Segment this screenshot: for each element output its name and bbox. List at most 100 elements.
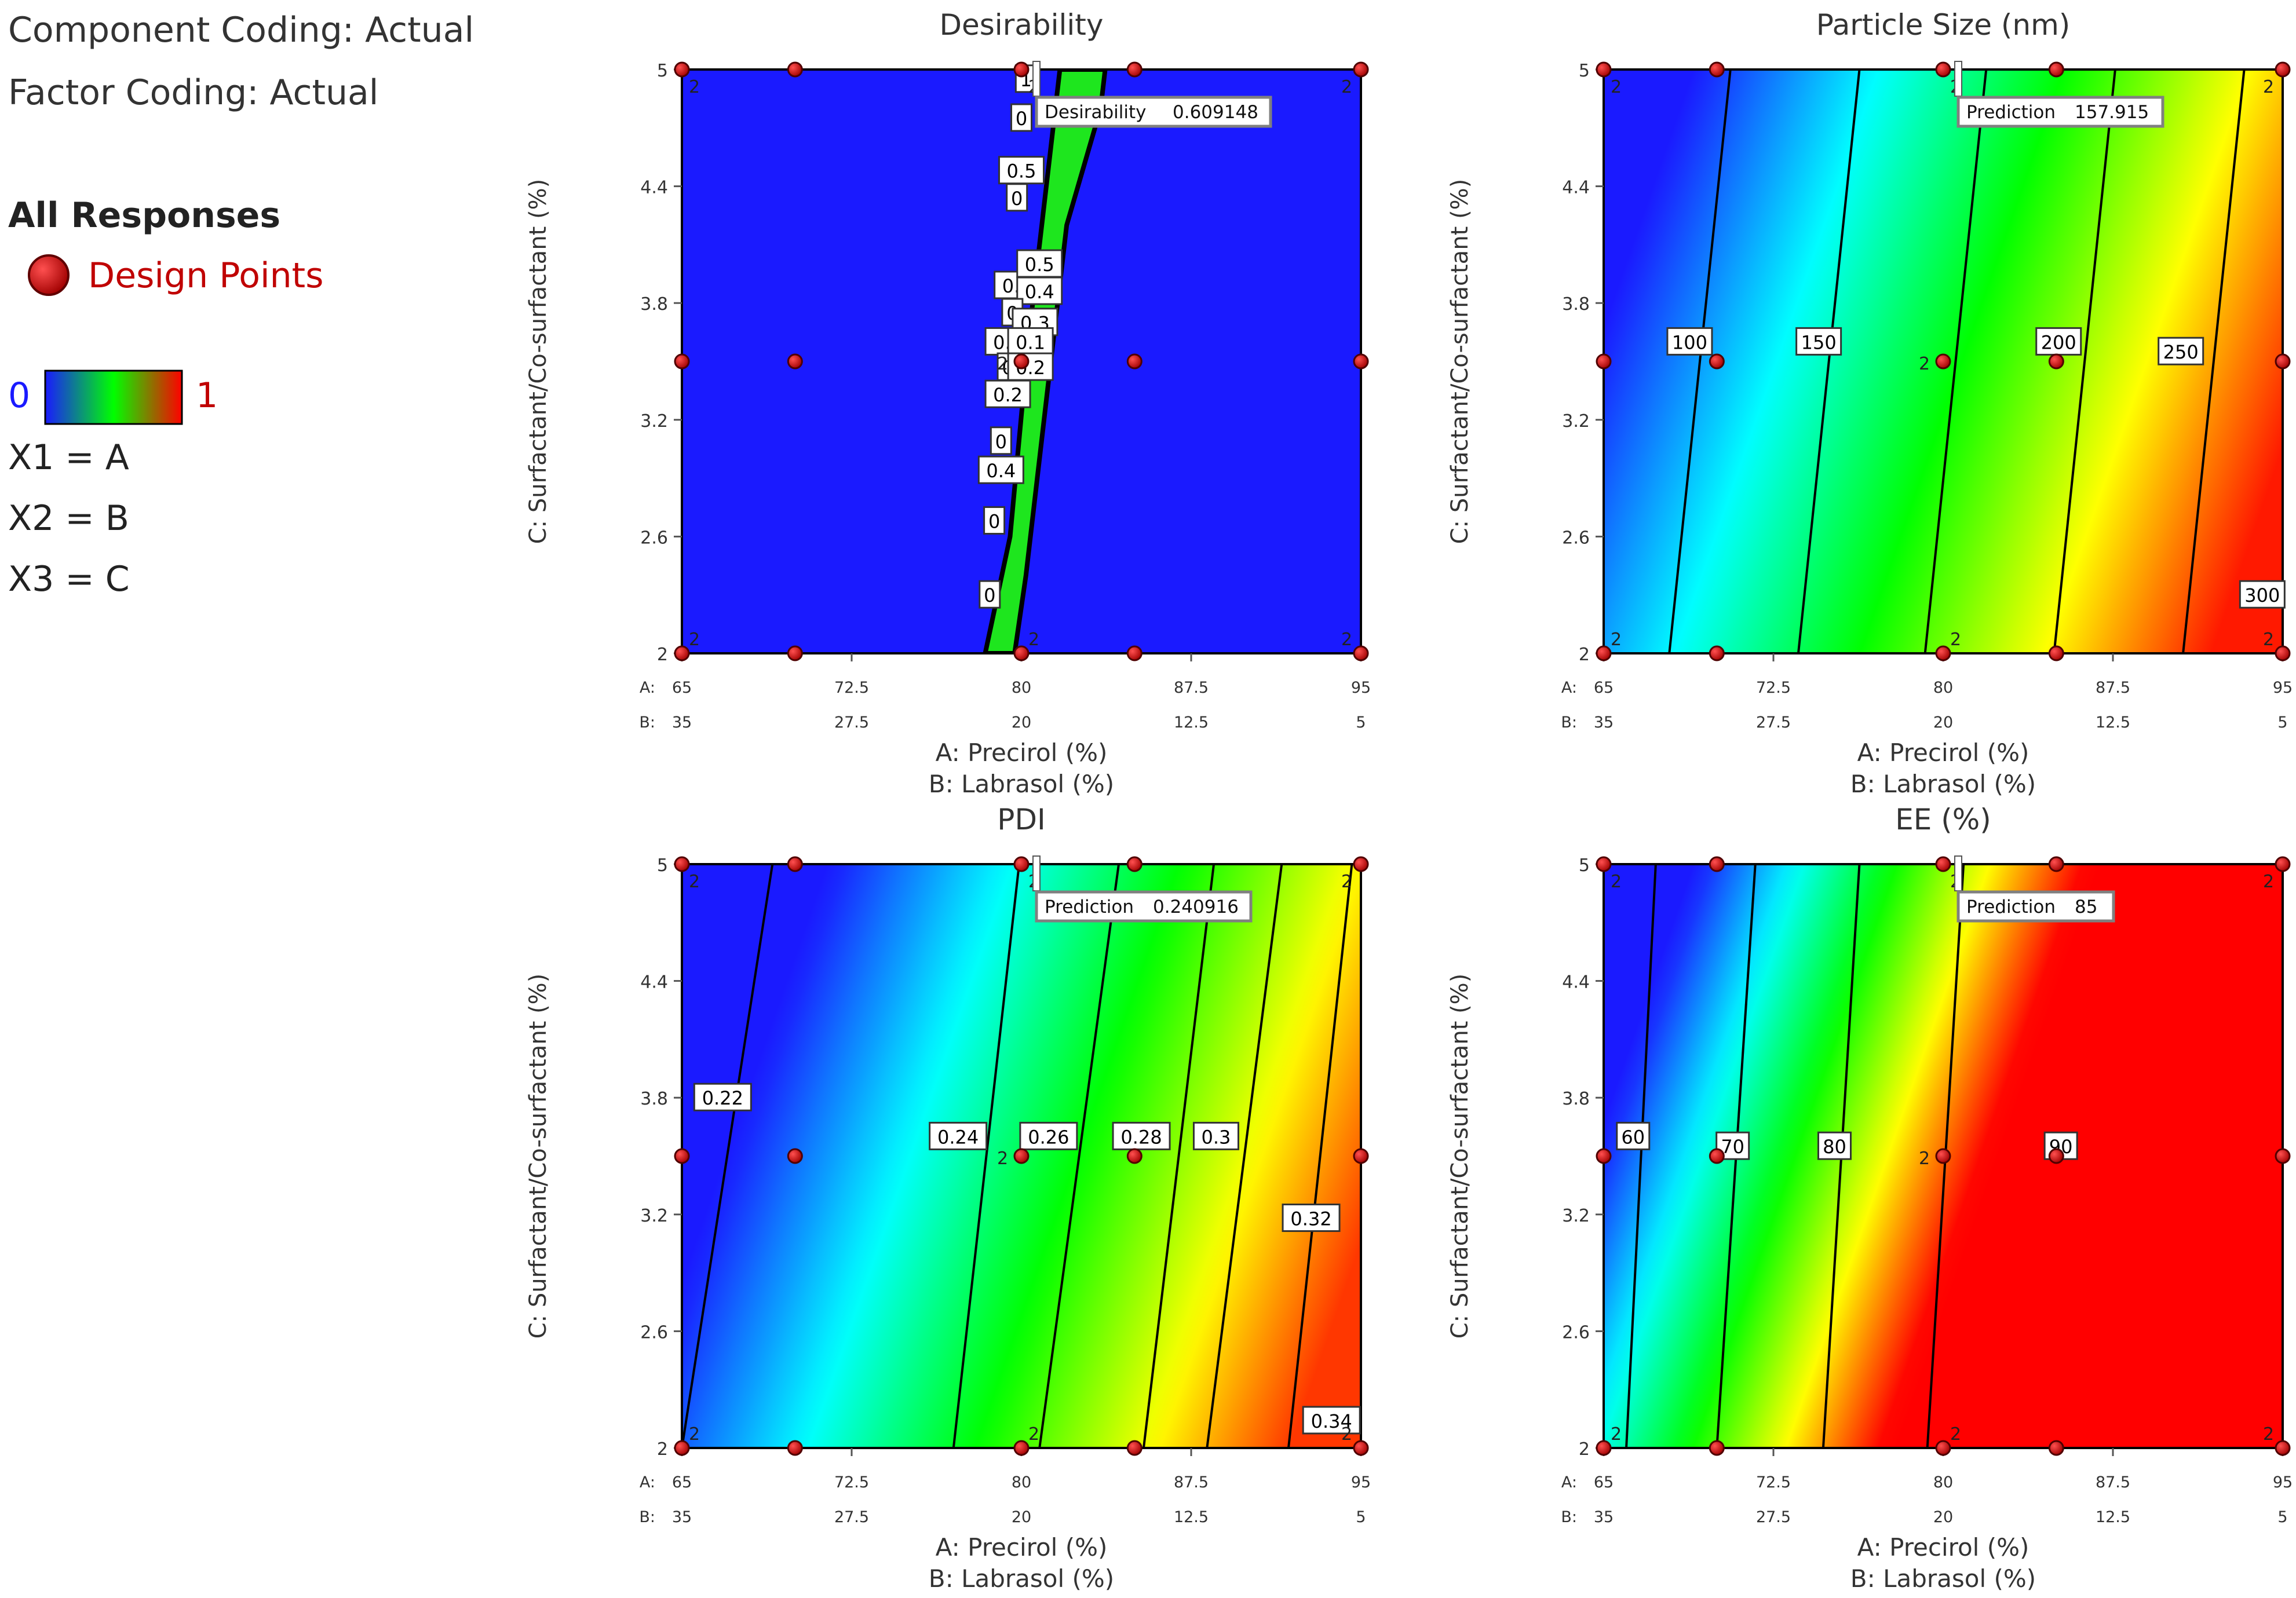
design-point [1126, 61, 1142, 78]
x-tick-label-b: 5 [1356, 1508, 1366, 1526]
x-prefix-b: B: [639, 714, 655, 732]
chart-panel-0: Desirability653572.527.5802087.512.5955A… [525, 8, 1371, 798]
scale-min-label: 0 [8, 375, 30, 416]
design-point [1935, 61, 1951, 78]
design-point [1353, 353, 1369, 370]
contour-label: 0.26 [1019, 1121, 1078, 1150]
chart-panel-1: Particle Size (nm) 65 35 72.5 27.5 80 20 87.5 12… [1447, 8, 2293, 798]
y-tick-label: 3.8 [1562, 294, 1590, 315]
prediction-flag[interactable]: Prediction 0.240916 [1032, 855, 1253, 923]
chart-title: Desirability [939, 8, 1103, 42]
contour-label: 0.28 [1112, 1121, 1171, 1150]
replicate-count-label: 2 [1028, 1424, 1039, 1445]
chart-panel-3: EE (%) 65 35 72.5 27.5 80 20 87.5 12.5 95 5 A: B: A: … [1447, 803, 2293, 1593]
y-tick-label: 5 [1579, 855, 1590, 876]
replicate-count-label: 2 [1341, 630, 1352, 650]
contour-line [1797, 70, 1861, 653]
svg-text:60: 60 [1621, 1126, 1645, 1148]
contour-label: 80 [1817, 1131, 1852, 1160]
design-point [2275, 1440, 2291, 1456]
y-tick-label: 3.8 [640, 1089, 668, 1109]
design-point [2048, 353, 2064, 370]
replicate-count-label: 2 [1341, 77, 1352, 97]
replicate-count-label: 2 [689, 872, 700, 892]
x-tick-label-a: 65 [1594, 1473, 1614, 1491]
design-point [1126, 1440, 1142, 1456]
design-point [787, 856, 803, 872]
contour-line [952, 864, 1021, 1448]
y-tick-label: 3.8 [640, 294, 668, 315]
design-point [1013, 353, 1030, 370]
x-prefix-b: B: [1561, 714, 1577, 732]
design-point [674, 353, 690, 370]
replicate-count-label: 2 [1611, 630, 1622, 650]
svg-text:150: 150 [1801, 331, 1837, 353]
x-tick-label-b: 20 [1012, 1508, 1031, 1526]
y-axis-label: C: Surfactant/Co-surfactant (%) [1447, 179, 1473, 544]
x-tick-label-a: 87.5 [1174, 1473, 1209, 1491]
design-point [2048, 856, 2064, 872]
contour-label: 250 [2158, 337, 2204, 365]
y-tick-label: 2.6 [1562, 528, 1590, 548]
y-tick-label: 2.6 [1562, 1322, 1590, 1343]
contour-label: 0.24 [929, 1121, 988, 1150]
prediction-flag[interactable]: Prediction 157.915 [1954, 61, 2164, 128]
x-prefix-a: A: [640, 1473, 655, 1491]
prediction-flag[interactable]: Desirability 0.609148 [1032, 61, 1272, 128]
y-tick-label: 2 [1579, 1439, 1590, 1460]
design-point [1126, 353, 1142, 370]
design-point [1353, 61, 1369, 78]
svg-text:100: 100 [1672, 331, 1707, 353]
design-point [1126, 645, 1142, 661]
x-tick-label-b: 35 [1594, 1508, 1614, 1526]
factor-map-x1: X1 = A [8, 437, 129, 478]
prediction-flag[interactable]: Prediction 85 [1954, 855, 2115, 923]
x-tick-label-a: 80 [1933, 1473, 1953, 1491]
design-point [787, 1440, 803, 1456]
contour-label: 0.3 [1192, 1121, 1239, 1150]
replicate-count-label: 2 [1611, 77, 1622, 97]
x-tick-label-b: 27.5 [834, 1508, 869, 1526]
flag-label: Prediction [1966, 102, 2056, 123]
contour-label: 200 [2035, 327, 2082, 356]
flag-label: Prediction [1045, 897, 1134, 917]
svg-text:80: 80 [1823, 1136, 1846, 1158]
y-tick-label: 4.4 [640, 178, 668, 198]
y-axis-label: C: Surfactant/Co-surfactant (%) [525, 974, 552, 1339]
x-axis-label-a: A: Precirol (%) [1857, 1533, 2029, 1562]
factor-coding-text: Factor Coding: Actual [8, 72, 378, 113]
design-point [1353, 1148, 1369, 1164]
factor-map-x3: X3 = C [8, 559, 130, 599]
x-tick-label-a: 87.5 [1174, 679, 1209, 697]
svg-text:300: 300 [2244, 584, 2280, 606]
x-axis-label-b: B: Labrasol (%) [1850, 1564, 2036, 1593]
x-tick-label-a: 95 [1351, 1473, 1371, 1491]
x-tick-label-b: 20 [1012, 714, 1031, 732]
svg-text:0.5: 0.5 [1025, 254, 1054, 276]
chart-title: Particle Size (nm) [1816, 8, 2071, 42]
y-tick-label: 3.2 [640, 411, 668, 432]
x-tick-label-a: 72.5 [1756, 679, 1791, 697]
x-tick-label-a: 80 [1933, 679, 1953, 697]
x-tick-label-a: 80 [1012, 1473, 1031, 1491]
design-point [1126, 1148, 1142, 1164]
replicate-count-label: 2 [2263, 630, 2274, 650]
x-tick-label-b: 27.5 [834, 714, 869, 732]
y-tick-label: 4.4 [640, 972, 668, 993]
y-tick-label: 3.8 [1562, 1089, 1590, 1109]
x-axis-label-b: B: Labrasol (%) [929, 1564, 1114, 1593]
design-point [674, 856, 690, 872]
svg-text:250: 250 [2163, 341, 2199, 363]
y-tick-label: 2 [657, 1439, 668, 1460]
x-tick-label-b: 12.5 [2096, 714, 2130, 732]
contour-line [1923, 70, 1988, 653]
contour-label: 0 [1010, 103, 1032, 132]
chart-title: EE (%) [1895, 803, 1991, 836]
design-point [787, 645, 803, 661]
svg-text:0.1: 0.1 [1016, 331, 1045, 353]
x-tick-label-b: 20 [1933, 714, 1953, 732]
x-prefix-b: B: [639, 1508, 655, 1526]
y-tick-label: 2.6 [640, 528, 668, 548]
x-tick-label-b: 12.5 [1174, 714, 1209, 732]
replicate-count-label: 2 [1611, 1424, 1622, 1445]
